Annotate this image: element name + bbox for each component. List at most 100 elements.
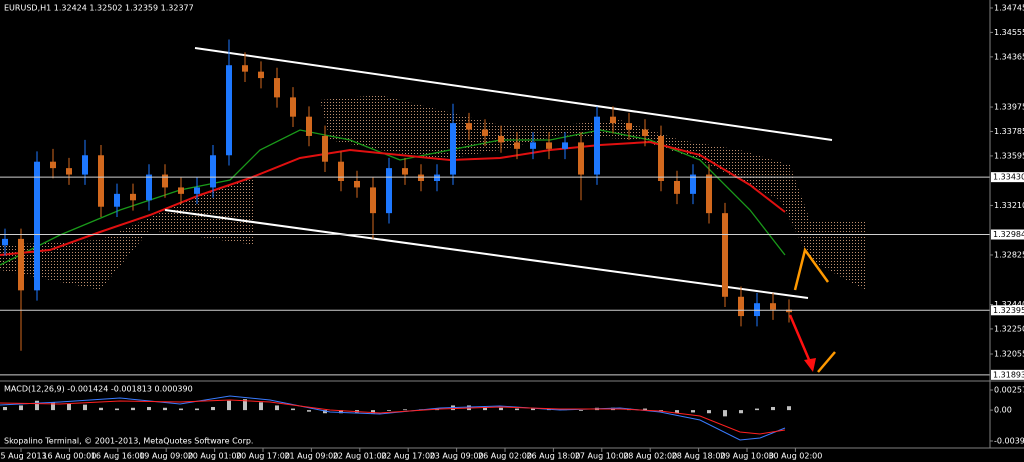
x-tick-label: 23 Aug 09:00	[430, 452, 484, 461]
chart-title: EURUSD,H1 1.32424 1.32502 1.32359 1.3237…	[4, 4, 194, 13]
histogram-bar	[99, 407, 103, 411]
candle-body	[2, 238, 8, 246]
x-tick-label: 15 Aug 2013	[0, 452, 47, 461]
candle-body	[402, 168, 408, 175]
level-label-box	[991, 172, 1024, 183]
candle-body	[418, 174, 424, 181]
histogram-bar	[67, 403, 71, 411]
candle-body	[258, 71, 264, 79]
plot-layer: 1.34745 1.34555 1.34365 1.33975 1.33785 1.335…	[0, 3, 1024, 461]
y-tick-label: 1.32055	[994, 350, 1024, 359]
candle-body	[322, 135, 328, 162]
y-tick-label: 1.33210	[994, 201, 1024, 210]
y-tick-label: 0.00257	[994, 386, 1024, 395]
channel-line	[194, 47, 833, 141]
level-label: 1.33430	[993, 173, 1024, 182]
histogram-bar	[531, 408, 535, 411]
candle-body	[82, 155, 88, 175]
candle-body	[130, 193, 136, 201]
candle-body	[386, 168, 392, 214]
candle-body	[450, 123, 456, 175]
projection-zigzag	[793, 247, 830, 291]
candle-body	[98, 155, 104, 207]
histogram-bar	[323, 410, 327, 414]
candle-body	[162, 174, 168, 188]
histogram-bar	[403, 409, 407, 411]
x-tick-label: 26 Aug 02:00	[478, 452, 532, 461]
histogram-bar	[259, 402, 263, 411]
histogram-bar	[579, 410, 583, 411]
histogram-bar	[115, 408, 119, 411]
candle-body	[642, 129, 648, 136]
histogram-bar	[723, 410, 727, 417]
candle-body	[610, 116, 616, 124]
histogram-bar	[83, 404, 87, 411]
candle-body	[706, 174, 712, 214]
candle-body	[434, 174, 440, 181]
x-tick-label: 21 Aug 09:00	[284, 452, 338, 461]
level-label-box	[991, 305, 1024, 316]
level-label-box	[991, 229, 1024, 240]
histogram-bar	[387, 410, 391, 411]
candle-body	[18, 238, 24, 291]
x-tick-label: 30 Aug 02:00	[768, 452, 822, 461]
y-tick-label: 1.32440	[994, 300, 1024, 309]
candle-body	[514, 142, 520, 149]
histogram-bar	[499, 407, 503, 411]
candle-body	[690, 174, 696, 194]
histogram-bar	[643, 408, 647, 411]
candle-body	[290, 97, 296, 117]
x-tick-label: 20 Aug 17:00	[236, 452, 290, 461]
x-tick-label: 28 Aug 02:00	[623, 452, 677, 461]
candle-body	[786, 309, 792, 313]
histogram-bar	[195, 408, 199, 411]
candle-body	[354, 180, 360, 188]
copyright: Skopalino Terminal, © 2001-2013, MetaQuo…	[4, 437, 253, 446]
level-label: 1.32395	[993, 306, 1024, 315]
x-tick-label: 28 Aug 18:00	[672, 452, 726, 461]
y-tick-label: 1.34555	[994, 28, 1024, 37]
signal-line	[0, 399, 786, 435]
candle-body	[498, 135, 504, 143]
candle-body	[578, 142, 584, 175]
x-tick-label: 22 Aug 17:00	[381, 452, 435, 461]
candle-body	[530, 142, 536, 149]
histogram-bar	[3, 406, 7, 411]
histogram-bar	[291, 408, 295, 411]
histogram-bar	[211, 406, 215, 411]
candle-body	[66, 168, 72, 175]
x-tick-label: 16 Aug 00:00	[42, 452, 96, 461]
candle-body	[34, 161, 40, 291]
y-tick-label: 1.34745	[994, 3, 1024, 12]
candle-body	[594, 116, 600, 175]
histogram-bar	[755, 408, 759, 411]
y-tick-label: 1.32825	[994, 250, 1024, 259]
x-tick-label: 16 Aug 16:00	[91, 452, 145, 461]
histogram-bar	[131, 407, 135, 411]
candle-body	[194, 187, 200, 194]
candle-body	[370, 187, 376, 214]
x-tick-label: 22 Aug 01:00	[333, 452, 387, 461]
histogram-bar	[371, 410, 375, 414]
candle-body	[50, 161, 56, 169]
y-tick-label: 1.32250	[994, 324, 1024, 333]
candle-body	[274, 78, 280, 98]
histogram-bar	[739, 410, 743, 414]
candle-body	[674, 180, 680, 194]
histogram-bar	[691, 410, 695, 413]
histogram-bar	[771, 406, 775, 411]
candle-body	[546, 142, 552, 149]
projection-arrow	[788, 314, 812, 363]
histogram-bar	[515, 408, 519, 411]
x-tick-label: 20 Aug 01:00	[188, 452, 242, 461]
y-tick-label: 1.33975	[994, 103, 1024, 112]
histogram-bar	[243, 399, 247, 411]
histogram-bar	[339, 410, 343, 414]
candle-body	[482, 129, 488, 136]
histogram-bar	[787, 406, 791, 411]
y-tick-label: -0.00395	[994, 436, 1024, 445]
histogram-bar	[675, 410, 679, 414]
projection-line	[817, 351, 836, 373]
candle-body	[114, 193, 120, 207]
